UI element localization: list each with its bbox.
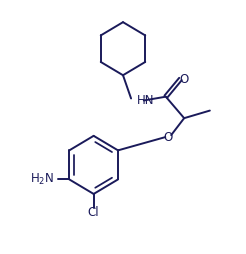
Text: HN: HN [137, 94, 154, 107]
Text: H$_2$N: H$_2$N [31, 172, 55, 187]
Text: O: O [164, 131, 173, 144]
Text: O: O [180, 72, 189, 86]
Text: Cl: Cl [88, 206, 99, 219]
